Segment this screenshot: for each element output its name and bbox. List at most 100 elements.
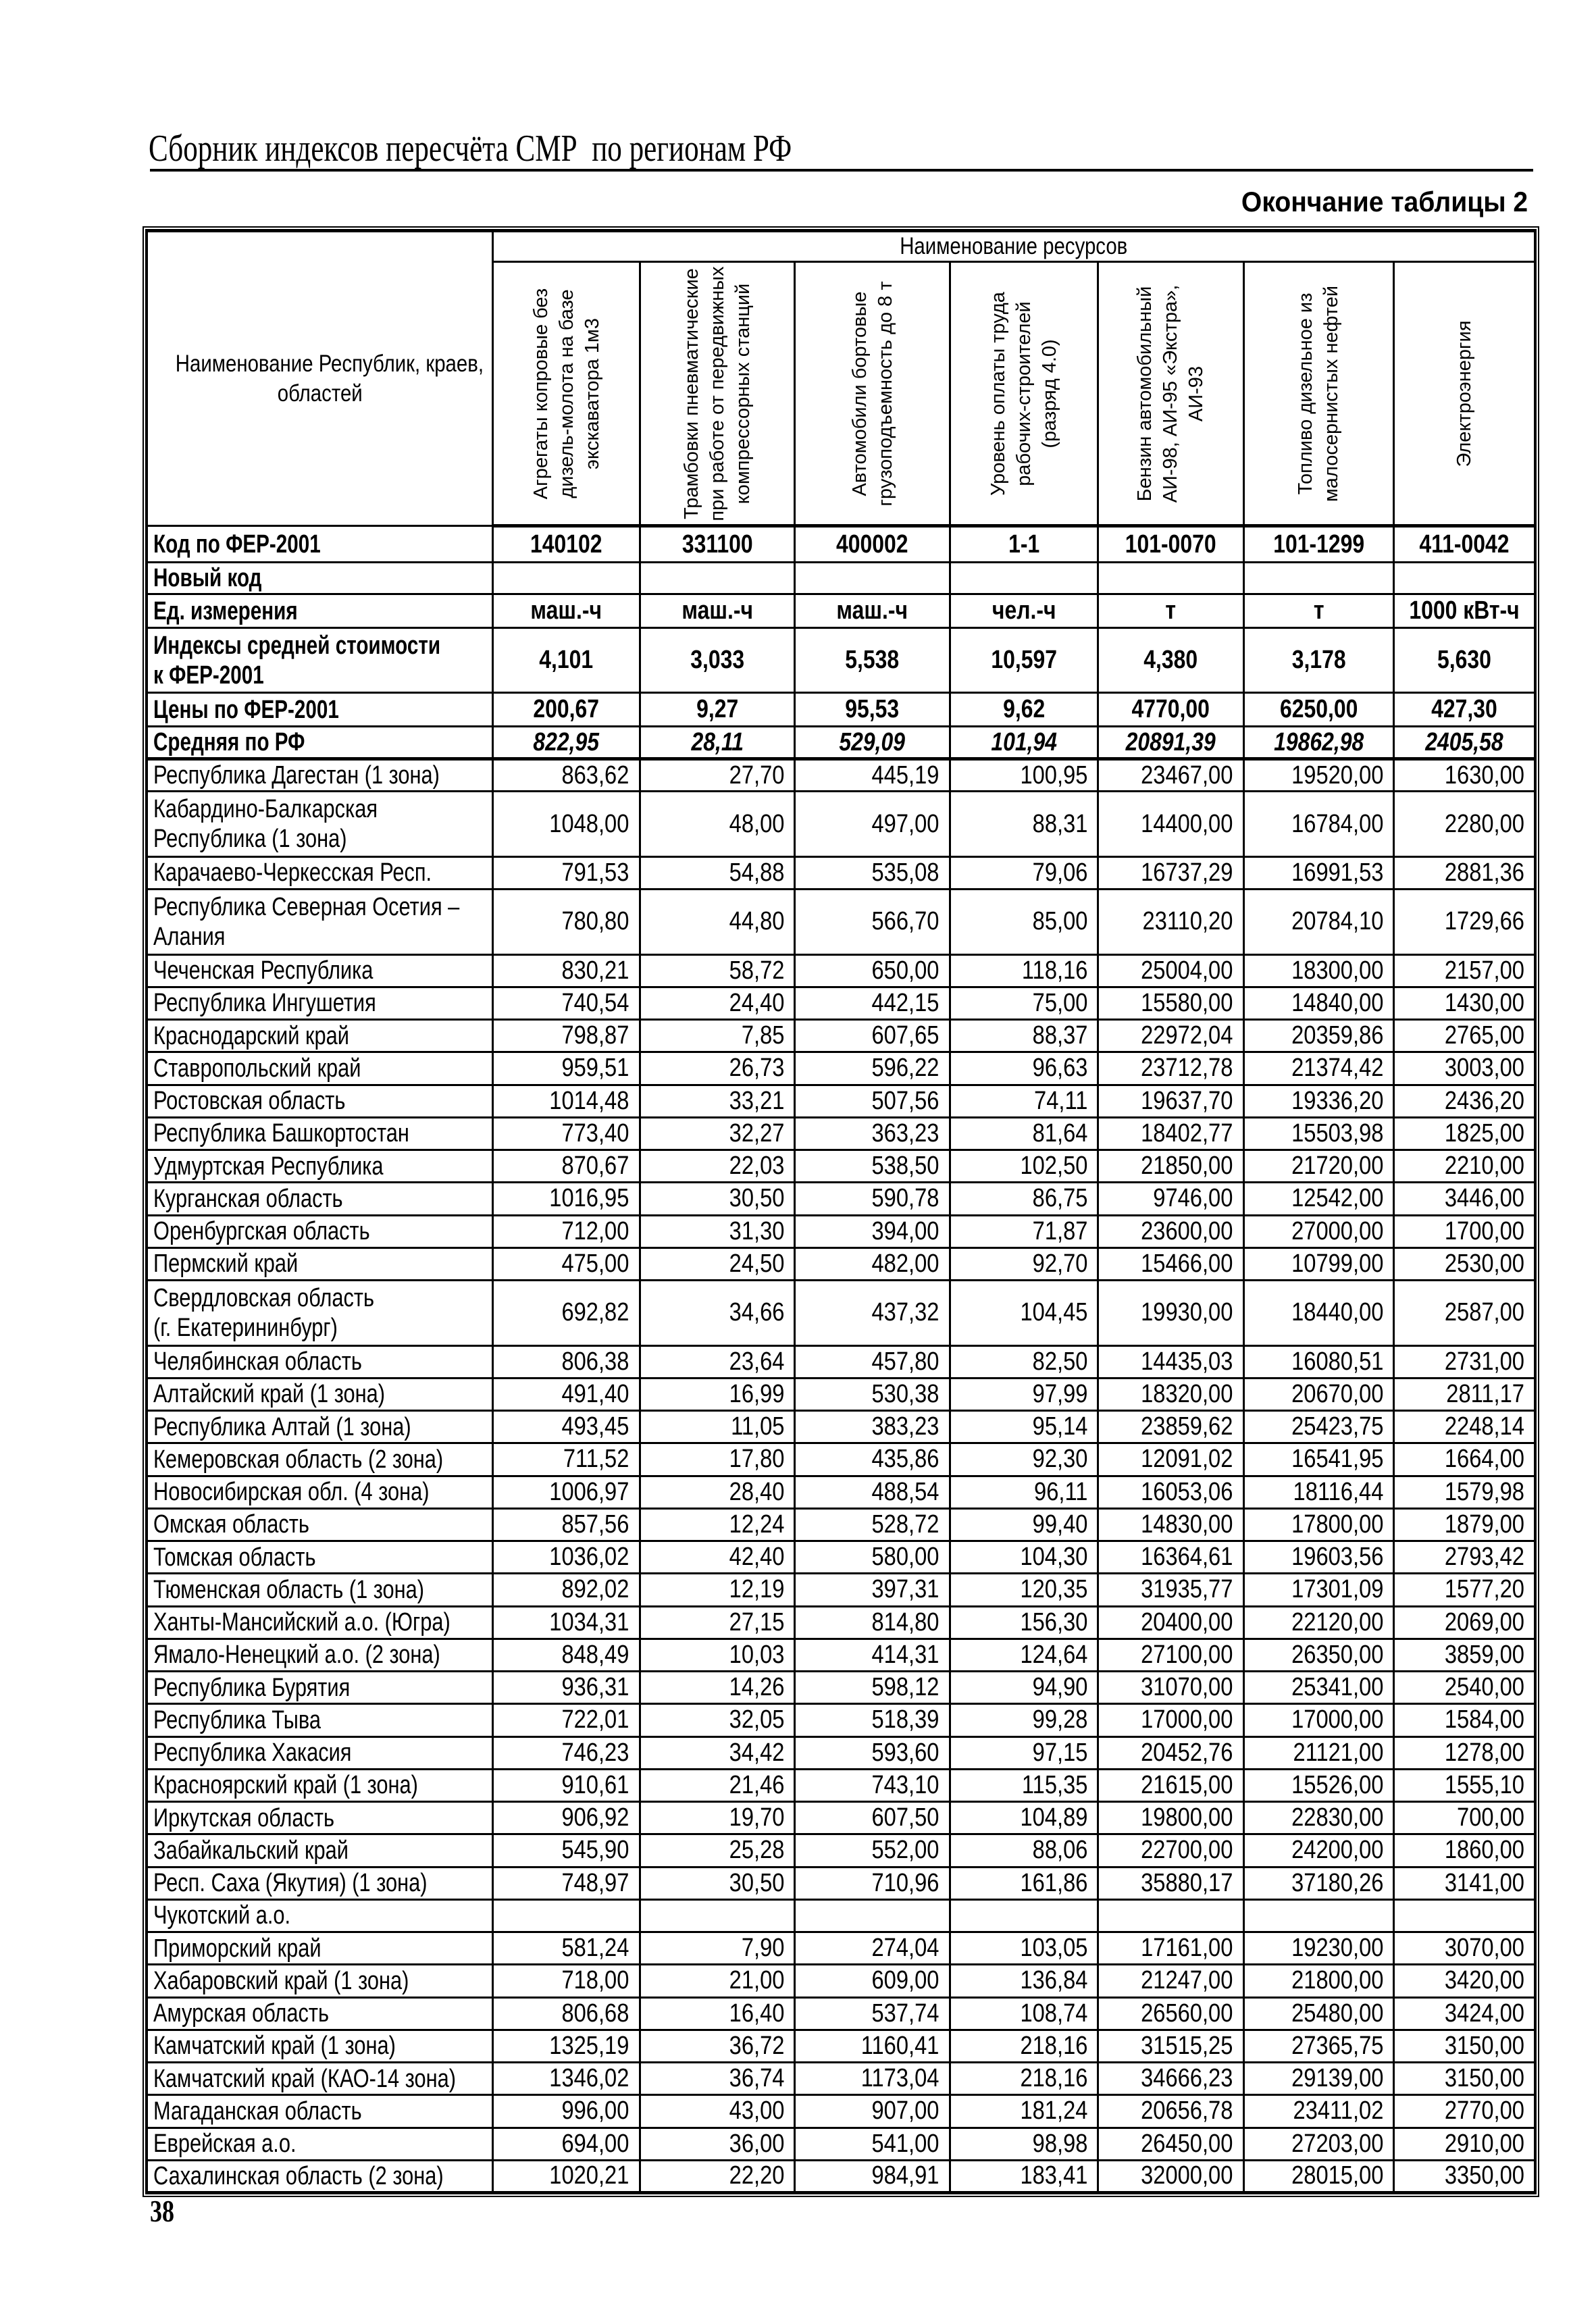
region-value-cell: 104,89 [948,1800,1100,1836]
region-value-cell: 1034,31 [492,1605,641,1640]
meta-value-cell: 822,95 [492,725,641,761]
region-value-text: 806,38 [561,1347,629,1376]
region-name-line: Ямало-Ненецкий а.о. (2 зона) [153,1641,440,1670]
region-name-line: Тюменская область (1 зона) [153,1575,425,1604]
region-value-text: 16784,00 [1291,809,1384,838]
region-value-cell: 528,72 [794,1507,951,1543]
region-value-cell: 71,87 [948,1214,1100,1249]
region-value-cell: 21615,00 [1097,1768,1245,1803]
column-header-regions-line: Наименование Республик, краев, [175,350,484,377]
meta-value-cell [1097,561,1245,595]
region-name-line: Омская область [153,1510,309,1539]
rotated-header-line: Уровень оплаты труда [987,291,1009,496]
meta-value-cell: маш.-ч [794,593,951,629]
region-value-text: 598,12 [871,1673,939,1702]
region-value-text: 748,97 [561,1868,629,1897]
region-row: Курганская область 1016,95 30,50 590,78 86,7… [145,1181,1537,1216]
region-value-text: 15526,00 [1291,1770,1384,1799]
region-value-text: 100,95 [1020,761,1088,790]
region-value-text: 397,31 [871,1575,939,1604]
region-value-cell: 394,00 [794,1214,951,1249]
region-value-text: 1016,95 [549,1184,629,1213]
region-value-cell: 692,82 [492,1279,641,1347]
region-value-text: 54,88 [729,858,785,887]
region-value-cell: 58,72 [638,953,796,988]
region-value-cell: 23110,20 [1097,888,1245,956]
region-name-cell: Камчатский край (1 зона) [145,2028,494,2064]
region-value-cell: 31935,77 [1097,1572,1245,1607]
region-value-text: 23600,00 [1141,1216,1233,1245]
region-name-line: Удмуртская Республика [153,1152,384,1181]
region-value-text: 31935,77 [1141,1575,1233,1604]
region-row: Республика Хакасия 746,23 34,42 593,60 97,15… [145,1735,1537,1770]
region-value-text: 740,54 [561,988,629,1017]
region-value-text: 17161,00 [1141,1934,1233,1963]
meta-value-cell: т [1242,593,1395,629]
region-name-line: (г. Екатерининбург) [153,1313,338,1342]
region-value-cell: 115,35 [948,1768,1100,1803]
region-value-cell: 20359,86 [1242,1018,1395,1054]
region-value-cell: 442,15 [794,985,951,1021]
region-value-cell: 712,00 [492,1214,641,1249]
meta-value-text: 427,30 [1431,695,1497,723]
region-value-cell: 27,15 [638,1605,796,1640]
region-value-text: 81,64 [1032,1118,1088,1148]
region-value-cell: 14435,03 [1097,1344,1245,1379]
region-name-line: Республика Ингушетия [153,989,376,1018]
region-name-line: Сахалинская область (2 зона) [153,2161,444,2190]
region-name-cell: Челябинская область [145,1344,494,1379]
region-value-cell: 21247,00 [1097,1963,1245,1999]
region-name-line: Приморский край [153,1934,321,1963]
region-value-cell: 1430,00 [1393,985,1537,1021]
region-name-cell: Республика Бурятия [145,1670,494,1705]
region-value-cell: 24200,00 [1242,1833,1395,1868]
region-value-text: 984,91 [871,2161,939,2190]
region-name-line: Республика Дагестан (1 зона) [153,761,440,790]
region-value-text: 445,19 [871,761,939,790]
rotated-header-text: Бензин автомобильный АИ-98, АИ-95 «Экстра… [1132,264,1209,523]
region-value-text: 25423,75 [1291,1412,1384,1441]
region-row: Забайкальский край 545,90 25,28 552,00 88,06… [145,1833,1537,1868]
region-value-cell: 2770,00 [1393,2094,1537,2129]
region-value-text: 36,72 [729,2031,785,2060]
region-value-text: 996,00 [561,2096,629,2126]
region-value-text: 1860,00 [1444,1836,1524,1865]
region-value-cell: 363,23 [794,1116,951,1152]
region-name-cell: Удмуртская Республика [145,1148,494,1184]
meta-value-cell: 9,27 [638,692,796,727]
region-row: Республика Тыва 722,01 32,05 518,39 99,28 170… [145,1703,1537,1738]
region-value-text: 9746,00 [1153,1184,1233,1213]
region-value-text: 2811,17 [1446,1379,1524,1408]
region-value-cell: 3859,00 [1393,1637,1537,1673]
region-value-cell: 537,74 [794,1996,951,2031]
region-value-cell: 30,50 [638,1181,796,1216]
region-row: Республика Башкортостан 773,40 32,27 363,23… [145,1116,1537,1152]
region-name-cell: Кабардино-Балкарская Республика (1 зона) [145,790,494,858]
region-value-text: 218,16 [1020,2031,1088,2060]
region-value-cell: 16541,95 [1242,1442,1395,1477]
region-value-cell: 17000,00 [1242,1703,1395,1738]
region-value-cell: 98,98 [948,2126,1100,2161]
region-value-text: 20452,76 [1141,1738,1233,1767]
region-value-cell: 82,50 [948,1344,1100,1379]
region-value-text: 23467,00 [1141,761,1233,790]
region-name-cell: Камчатский край (КАО-14 зона) [145,2061,494,2096]
region-row: Свердловская область (г. Екатерининбург) 6… [145,1279,1537,1347]
region-value-text: 25480,00 [1291,1999,1384,2028]
region-value-cell: 16,99 [638,1376,796,1412]
region-value-text: 722,01 [561,1705,629,1734]
region-value-text: 475,00 [561,1249,629,1278]
region-value-text: 1825,00 [1444,1118,1524,1148]
region-value-text: 857,56 [561,1510,629,1539]
meta-value-cell: 28,11 [638,725,796,761]
region-value-cell: 2731,00 [1393,1344,1537,1379]
region-value-cell: 104,45 [948,1279,1100,1347]
region-name-line: Ростовская область [153,1087,346,1116]
region-value-text: 700,00 [1457,1803,1524,1832]
smr-index-table: Наименование Республик, краев, областей На… [145,229,1537,2194]
meta-label-cell: Новый код [145,561,494,595]
region-row: Оренбургская область 712,00 31,30 394,00 71,… [145,1214,1537,1249]
meta-value-text: 1000 кВт-ч [1409,596,1520,625]
region-value-cell: 1879,00 [1393,1507,1537,1543]
region-value-cell: 590,78 [794,1181,951,1216]
